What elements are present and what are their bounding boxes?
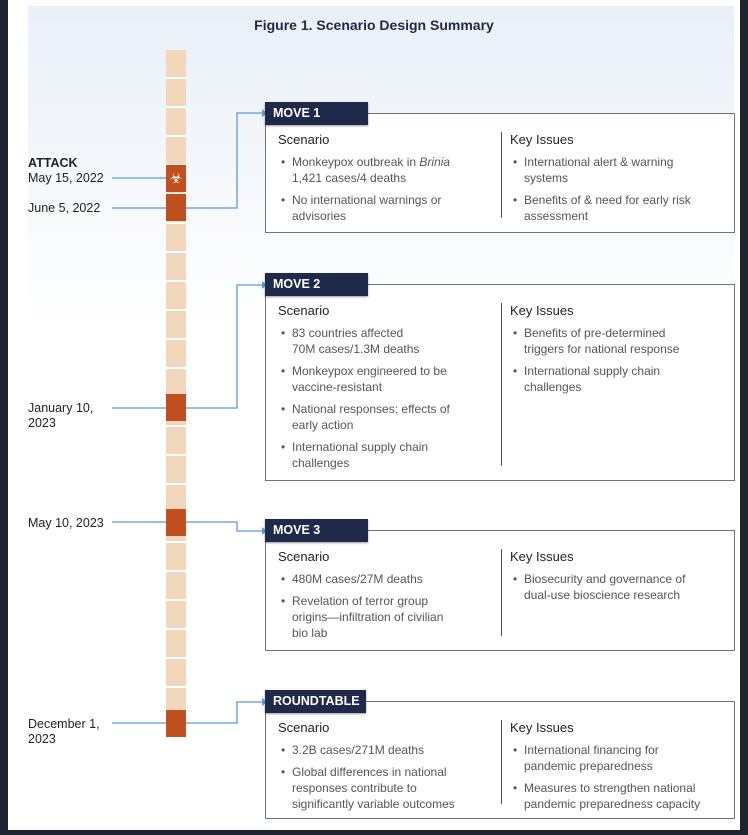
move-header: MOVE 2 [265,273,368,296]
biohazard-icon: ☣ [169,170,183,186]
key-issues-column: Key Issues Biosecurity and governance of … [510,549,730,609]
timeline-bar [166,50,186,737]
move-box: Scenario 480M cases/27M deaths Revelation … [265,530,735,651]
scenario-item: Revelation of terror group origins—infil… [278,593,498,641]
move-header: MOVE 1 [265,102,368,125]
key-issues-column: Key Issues Benefits of pre-determined tri… [510,303,730,401]
key-issue-item: International alert & warning systems [510,154,730,186]
connector-line [112,112,262,209]
column-divider [501,720,502,804]
scenario-item: 83 countries affected 70M cases/1.3M dea… [278,325,498,357]
event-segment [166,394,186,421]
scenario-item: Global differences in national responses… [278,764,498,812]
key-issue-item: Biosecurity and governance of dual-use b… [510,571,730,603]
scenario-column: Scenario 3.2B cases/271M deaths Global dif… [278,720,498,818]
column-divider [501,303,502,466]
scenario-item: 3.2B cases/271M deaths [278,742,498,758]
connector-line [112,521,262,532]
key-issue-item: Benefits of & need for early risk assess… [510,192,730,224]
connector-line [112,701,262,724]
column-divider [501,132,502,218]
scenario-item: Monkeypox engineered to be vaccine-resis… [278,363,498,395]
scenario-column: Scenario 83 countries affected 70M cases/… [278,303,498,477]
event-segment [166,710,186,737]
move-box: Scenario Monkeypox outbreak in Brinia 1,4… [265,113,735,233]
arrow-icon [262,527,267,535]
scenario-item: No international warnings or advisories [278,192,498,224]
scenario-item: International supply chain challenges [278,439,498,471]
move-box: Scenario 83 countries affected 70M cases/… [265,284,735,481]
scenario-item: National responses: effects of early act… [278,401,498,433]
key-issues-heading: Key Issues [510,303,574,318]
event-segment [166,509,186,536]
event-segment [166,194,186,221]
date-label: May 15, 2022 [28,171,104,185]
figure-title: Figure 1. Scenario Design Summary [254,17,494,33]
key-issues-heading: Key Issues [510,549,574,564]
connector-line [112,284,262,409]
key-issues-heading: Key Issues [510,132,574,147]
move-header: ROUNDTABLE [265,690,366,713]
attack-segment: ☣ [166,165,186,192]
move-header: MOVE 3 [265,519,368,542]
date-label: January 10, 2023 [28,401,94,430]
arrow-icon [262,281,267,289]
key-issue-item: International supply chain challenges [510,363,730,395]
arrow-icon [262,109,267,117]
scenario-column: Scenario 480M cases/27M deaths Revelation … [278,549,498,647]
move-box: Scenario 3.2B cases/271M deaths Global dif… [265,701,735,819]
scenario-item: 480M cases/27M deaths [278,571,498,587]
scenario-heading: Scenario [278,132,330,147]
date-label: June 5, 2022 [28,201,101,215]
scenario-item: Monkeypox outbreak in Brinia 1,421 cases… [278,154,498,186]
arrow-icon [262,698,267,706]
key-issue-item: Benefits of pre-determined triggers for … [510,325,730,357]
key-issues-column: Key Issues International alert & warning … [510,132,730,230]
scenario-heading: Scenario [278,549,330,564]
scenario-heading: Scenario [278,303,330,318]
date-label: December 1, 2023 [28,717,100,746]
date-label: May 10, 2023 [28,516,104,530]
key-issues-heading: Key Issues [510,720,574,735]
key-issue-item: International financing for pandemic pre… [510,742,730,774]
key-issues-column: Key Issues International financing for pa… [510,720,730,818]
column-divider [501,549,502,636]
scenario-column: Scenario Monkeypox outbreak in Brinia 1,4… [278,132,498,230]
attack-label: ATTACK [28,156,78,170]
key-issue-item: Measures to strengthen national pandemic… [510,780,730,812]
scenario-heading: Scenario [278,720,330,735]
